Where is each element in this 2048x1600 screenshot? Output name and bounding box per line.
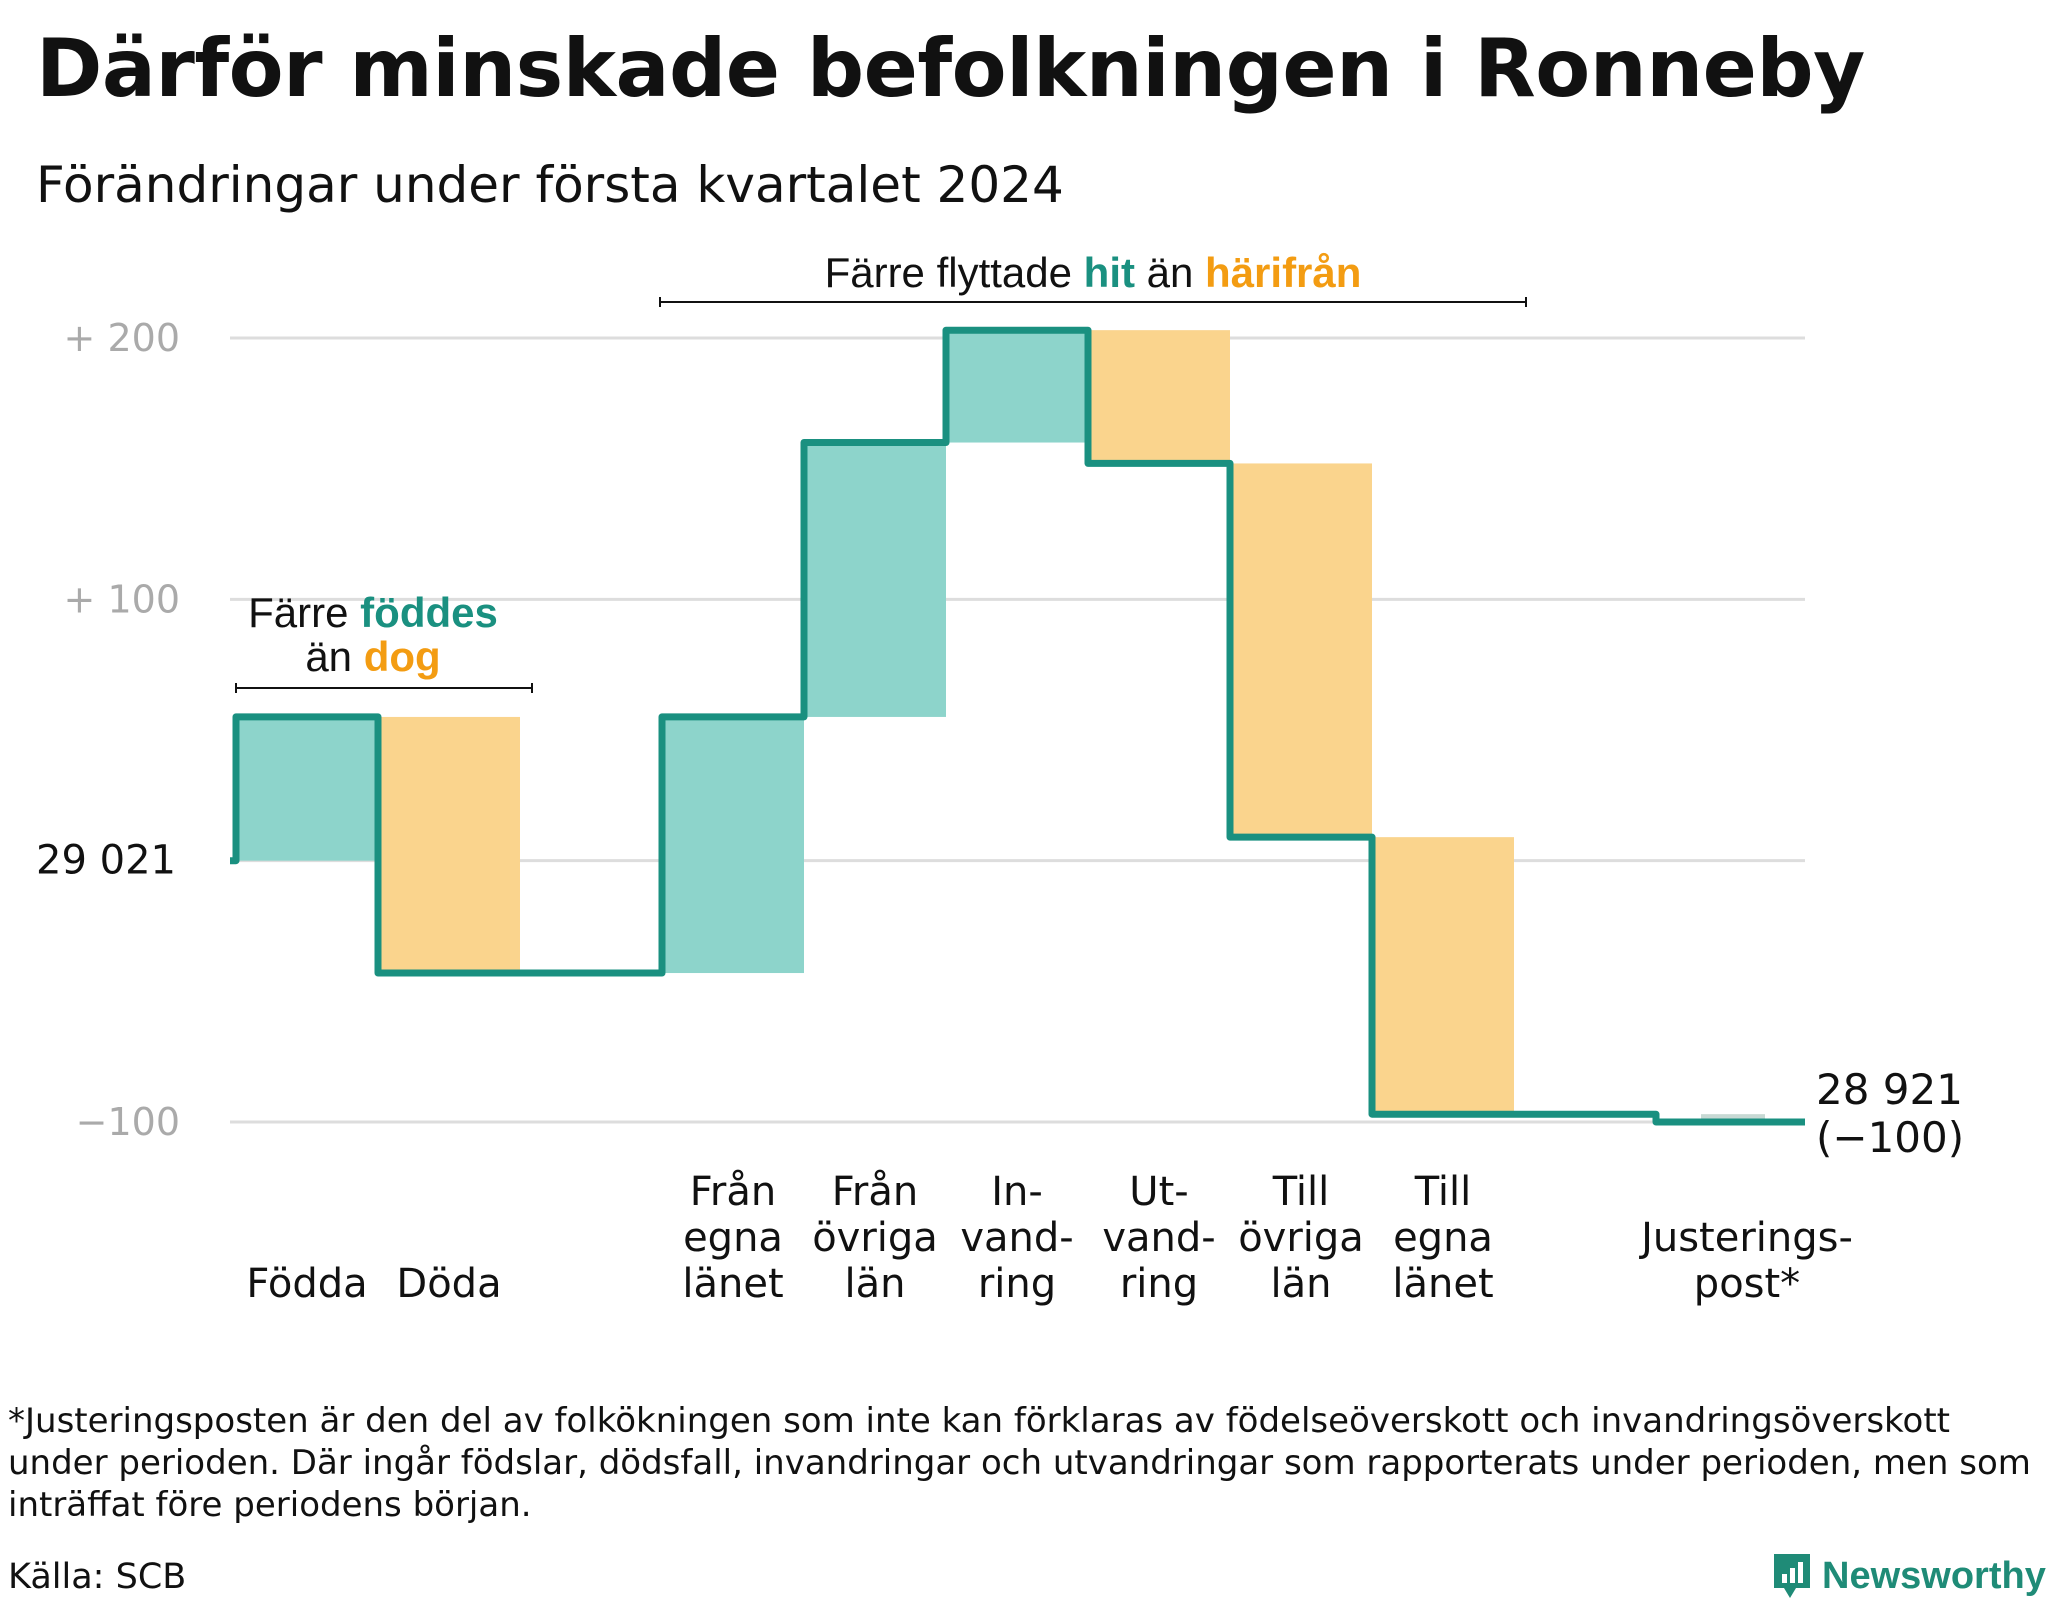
category-label: Födda xyxy=(246,1261,367,1307)
y-tick-label: + 200 xyxy=(64,316,180,360)
footnote: *Justeringsposten är den del av folkökni… xyxy=(8,1401,2031,1525)
y-tick-label: −100 xyxy=(76,1100,180,1144)
start-value-label: 29 021 xyxy=(36,838,176,884)
waterfall-bar xyxy=(1088,330,1230,464)
end-value-label: 28 921 xyxy=(1816,1065,1963,1114)
category-label: Döda xyxy=(396,1261,501,1307)
category-label: egna xyxy=(683,1215,783,1261)
waterfall-bar xyxy=(1372,837,1514,1115)
annotation-births-deaths-text: Färre föddes xyxy=(248,589,498,636)
category-label: län xyxy=(845,1261,906,1307)
category-label: Till xyxy=(1414,1169,1472,1215)
category-label: Från xyxy=(690,1169,776,1215)
category-label: vand- xyxy=(1102,1215,1215,1261)
category-label: övriga xyxy=(1238,1215,1364,1261)
waterfall-bar xyxy=(804,442,946,717)
category-label: övriga xyxy=(812,1215,938,1261)
source-note: Källa: SCB xyxy=(8,1557,187,1597)
category-label: ring xyxy=(978,1261,1056,1307)
end-value-label: (−100) xyxy=(1816,1113,1964,1162)
chart-subtitle: Förändringar under första kvartalet 2024 xyxy=(36,156,1064,214)
brand-logo: Newsworthy xyxy=(1770,1552,2046,1600)
cumulative-step-line xyxy=(230,326,1805,1126)
waterfall-bar xyxy=(1701,1114,1765,1122)
brand-name: Newsworthy xyxy=(1822,1554,2046,1597)
category-label: ring xyxy=(1120,1261,1198,1307)
category-label: vand- xyxy=(960,1215,1073,1261)
annotation-births-deaths-text: än dog xyxy=(305,633,440,680)
category-label: länet xyxy=(682,1261,783,1307)
category-label: egna xyxy=(1393,1215,1493,1261)
waterfall-bar xyxy=(236,716,378,861)
category-label: Från xyxy=(832,1169,918,1215)
category-label: länet xyxy=(1392,1261,1493,1307)
waterfall-bar xyxy=(662,716,804,974)
category-label: Till xyxy=(1272,1169,1330,1215)
waterfall-bar xyxy=(946,330,1088,443)
y-tick-label: + 100 xyxy=(64,577,180,621)
chart-title: Därför minskade befolkningen i Ronneby xyxy=(36,22,1865,115)
category-label: In- xyxy=(991,1169,1043,1215)
category-label: post* xyxy=(1694,1261,1800,1307)
category-label: län xyxy=(1271,1261,1332,1307)
waterfall-bar xyxy=(1230,463,1372,838)
newsworthy-logo-icon xyxy=(1774,1554,1810,1598)
annotation-migration-text: Färre flyttade hit än härifrån xyxy=(825,249,1362,296)
waterfall-bar xyxy=(378,716,520,974)
category-label: Justerings- xyxy=(1638,1215,1853,1261)
category-label: Ut- xyxy=(1129,1169,1188,1215)
